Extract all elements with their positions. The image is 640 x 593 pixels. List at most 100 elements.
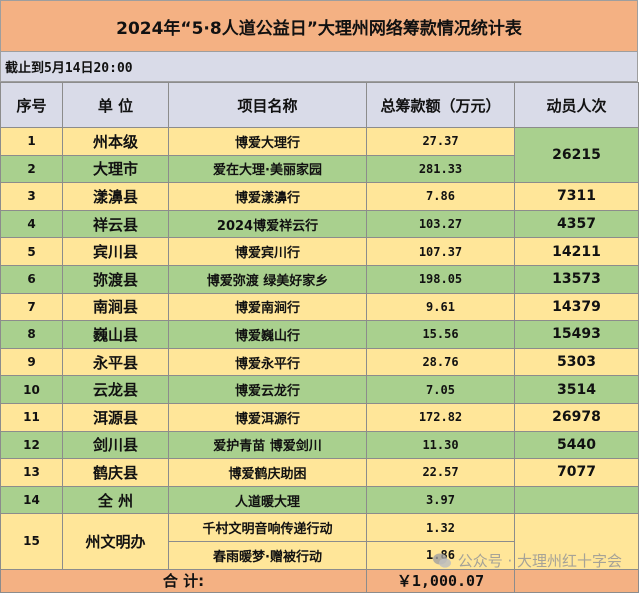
table-row: 13 鹤庆县 博爱鹤庆助困 22.57 7077 bbox=[0, 458, 639, 487]
row-index: 6 bbox=[0, 264, 63, 294]
row-people: 15493 bbox=[514, 320, 639, 349]
row-people: 4357 bbox=[514, 209, 639, 239]
row-project: 博爱鹤庆助困 bbox=[168, 458, 367, 487]
row-amount: 172.82 bbox=[366, 402, 515, 432]
row-index: 4 bbox=[0, 209, 63, 239]
row-project: 博爱洱源行 bbox=[168, 402, 367, 432]
row-unit: 宾川县 bbox=[62, 237, 169, 266]
table-row: 5 宾川县 博爱宾川行 107.37 14211 bbox=[0, 237, 639, 266]
row-project: 博爱云龙行 bbox=[168, 375, 367, 404]
row-unit: 漾濞县 bbox=[62, 182, 169, 211]
row-people: 3514 bbox=[514, 375, 639, 404]
row-people: 5303 bbox=[514, 347, 639, 377]
row-index: 5 bbox=[0, 237, 63, 266]
table-row: 4 祥云县 2024博爱祥云行 103.27 4357 bbox=[0, 209, 639, 239]
header-people: 动员人次 bbox=[514, 82, 639, 128]
table-row: 3 漾濞县 博爱漾濞行 7.86 7311 bbox=[0, 182, 639, 211]
header-unit: 单 位 bbox=[62, 82, 169, 128]
row-people: 7311 bbox=[514, 182, 639, 211]
row-index: 2 bbox=[0, 154, 63, 184]
table-row: 2 大理市 爱在大理·美丽家园 281.33 bbox=[0, 154, 639, 184]
row-unit: 大理市 bbox=[62, 154, 169, 184]
row-amount: 27.37 bbox=[366, 127, 515, 156]
row-unit: 州本级 bbox=[62, 127, 169, 156]
row-unit: 弥渡县 bbox=[62, 264, 169, 294]
row-project: 人道暖大理 bbox=[168, 485, 367, 515]
row-people: 5440 bbox=[514, 430, 639, 460]
row-amount: 281.33 bbox=[366, 154, 515, 184]
row-project: 博爱南涧行 bbox=[168, 292, 367, 322]
row-unit: 剑川县 bbox=[62, 430, 169, 460]
row-people-merged: 26215 bbox=[514, 126, 639, 184]
row-amount: 22.57 bbox=[366, 458, 515, 487]
row-amount: 3.97 bbox=[366, 485, 515, 515]
row-amount: 9.61 bbox=[366, 292, 515, 322]
row-project: 博爱漾濞行 bbox=[168, 182, 367, 211]
row-unit: 南涧县 bbox=[62, 292, 169, 322]
row-unit: 洱源县 bbox=[62, 402, 169, 432]
row-amount: 7.86 bbox=[366, 182, 515, 211]
table-row: 15 州文明办 千村文明音响传递行动 1.32 bbox=[0, 513, 639, 570]
row-unit: 鹤庆县 bbox=[62, 458, 169, 487]
deadline-note: 截止到5月14日20:00 bbox=[0, 52, 638, 82]
row-index: 3 bbox=[0, 182, 63, 211]
table-row: 6 弥渡县 博爱弥渡 绿美好家乡 198.05 13573 bbox=[0, 264, 639, 294]
row-people-empty bbox=[514, 513, 639, 570]
watermark: 公众号 · 大理州红十字会 bbox=[432, 550, 622, 571]
row-people: 7077 bbox=[514, 458, 639, 487]
row-people: 26978 bbox=[514, 402, 639, 432]
row-project: 博爱巍山行 bbox=[168, 320, 367, 349]
header-index: 序号 bbox=[0, 82, 63, 128]
row-index: 13 bbox=[0, 458, 63, 487]
row-amount: 15.56 bbox=[366, 320, 515, 349]
row-project: 博爱弥渡 绿美好家乡 bbox=[168, 264, 367, 294]
row-people: 14211 bbox=[514, 237, 639, 266]
fundraising-table: 序号 单 位 项目名称 总筹款额（万元） 动员人次 1 州本级 博爱大理行 27… bbox=[0, 82, 639, 593]
header-amount: 总筹款额（万元） bbox=[366, 82, 515, 128]
header-project: 项目名称 bbox=[168, 82, 367, 128]
row-project: 爱护青苗 博爱剑川 bbox=[168, 430, 367, 460]
row-people: 14379 bbox=[514, 292, 639, 322]
watermark-text: 公众号 · 大理州红十字会 bbox=[457, 552, 622, 570]
row-index: 8 bbox=[0, 320, 63, 349]
table-row: 9 永平县 博爱永平行 28.76 5303 bbox=[0, 347, 639, 377]
row-people: 13573 bbox=[514, 264, 639, 294]
row-people-empty bbox=[514, 485, 639, 515]
row-amount: 28.76 bbox=[366, 347, 515, 377]
table-row: 8 巍山县 博爱巍山行 15.56 15493 bbox=[0, 320, 639, 349]
row-index: 1 bbox=[0, 127, 63, 156]
row-unit: 祥云县 bbox=[62, 209, 169, 239]
wechat-icon bbox=[432, 553, 451, 568]
sheet-title: 2024年“5·8人道公益日”大理州网络筹款情况统计表 bbox=[0, 0, 638, 52]
row-amount: 107.37 bbox=[366, 237, 515, 266]
row-unit: 云龙县 bbox=[62, 375, 169, 404]
row-project: 博爱大理行 bbox=[168, 127, 367, 156]
row-amount: 11.30 bbox=[366, 430, 515, 460]
row-unit: 巍山县 bbox=[62, 320, 169, 349]
table-row: 12 剑川县 爱护青苗 博爱剑川 11.30 5440 bbox=[0, 430, 639, 460]
row-project: 春雨暖梦·赠被行动 bbox=[168, 540, 367, 570]
row-project: 2024博爱祥云行 bbox=[168, 209, 367, 239]
row-amount: 103.27 bbox=[366, 209, 515, 239]
row-index: 12 bbox=[0, 430, 63, 460]
table-row: 1 州本级 博爱大理行 27.37 26215 bbox=[0, 126, 639, 184]
row-amount: 1.32 bbox=[366, 513, 515, 542]
row-project: 博爱宾川行 bbox=[168, 237, 367, 266]
row-project: 博爱永平行 bbox=[168, 347, 367, 377]
table-row: 11 洱源县 博爱洱源行 172.82 26978 bbox=[0, 402, 639, 432]
table-row: 7 南涧县 博爱南涧行 9.61 14379 bbox=[0, 292, 639, 322]
row-amount: 7.05 bbox=[366, 375, 515, 404]
row-amount: 198.05 bbox=[366, 264, 515, 294]
table-row: 10 云龙县 博爱云龙行 7.05 3514 bbox=[0, 375, 639, 404]
table-row: 春雨暖梦·赠被行动 1.86 bbox=[1, 540, 639, 570]
row-unit: 全 州 bbox=[62, 485, 169, 515]
row-index: 9 bbox=[0, 347, 63, 377]
row-project: 千村文明音响传递行动 bbox=[168, 513, 367, 542]
row-index: 11 bbox=[0, 402, 63, 432]
row-index: 10 bbox=[0, 375, 63, 404]
row-unit: 永平县 bbox=[62, 347, 169, 377]
row-index: 7 bbox=[0, 292, 63, 322]
row-unit: 州文明办 bbox=[62, 513, 169, 570]
row-project: 爱在大理·美丽家园 bbox=[168, 154, 367, 184]
row-index: 14 bbox=[0, 485, 63, 515]
